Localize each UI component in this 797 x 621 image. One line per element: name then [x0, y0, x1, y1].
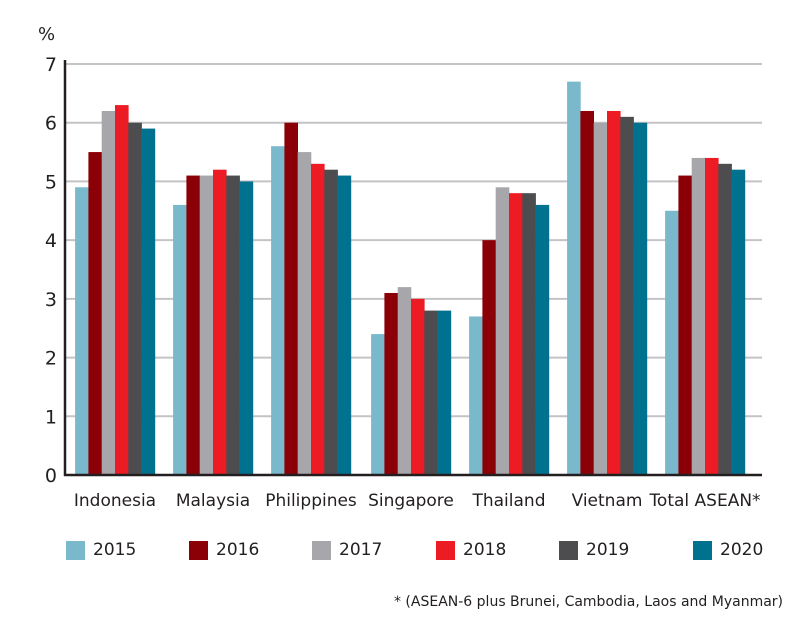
bar-2018-vietnam: [607, 110, 621, 475]
legend-label: 2015: [93, 540, 137, 560]
bar-2019-malaysia: [226, 175, 240, 476]
bar-2015-total-asean: [665, 210, 679, 476]
bar-2019-indonesia: [128, 122, 142, 475]
bar-2015-thailand: [469, 316, 483, 475]
bar-2017-malaysia: [199, 175, 214, 476]
bar-2017-total-asean: [691, 157, 706, 475]
bar-2016-vietnam: [580, 110, 594, 475]
footnote: * (ASEAN-6 plus Brunei, Cambodia, Laos a…: [393, 594, 783, 610]
y-axis-unit-label: %: [38, 24, 55, 45]
bar-2020-singapore: [437, 310, 452, 475]
y-tick-label: 0: [45, 465, 57, 487]
legend-label: 2018: [463, 540, 507, 560]
bars: [75, 81, 746, 476]
bar-2019-philippines: [324, 169, 338, 475]
y-tick-label: 2: [45, 348, 57, 370]
legend-item-2016: 2016: [189, 540, 259, 560]
legend-item-2019: 2019: [559, 540, 629, 560]
bar-2020-vietnam: [633, 122, 648, 475]
x-category-label: Philippines: [265, 491, 357, 511]
legend-swatch: [312, 540, 331, 560]
bar-2018-singapore: [411, 298, 425, 475]
bar-2015-indonesia: [75, 187, 89, 476]
bar-2015-singapore: [371, 334, 385, 475]
bar-2016-philippines: [284, 122, 298, 475]
bar-2020-philippines: [337, 175, 352, 476]
y-tick-label: 3: [45, 289, 57, 311]
bar-2015-malaysia: [173, 204, 187, 475]
bar-2017-indonesia: [101, 110, 116, 475]
bar-2016-singapore: [384, 292, 398, 475]
bar-2017-thailand: [495, 187, 510, 476]
legend-label: 2020: [720, 540, 764, 560]
bar-2019-singapore: [424, 310, 438, 475]
bar-2019-total-asean: [718, 163, 732, 476]
legend-swatch: [693, 540, 712, 560]
y-tick-label: 7: [45, 54, 57, 76]
bar-2016-indonesia: [88, 152, 102, 476]
bar-2017-philippines: [297, 152, 312, 476]
legend-swatch: [189, 540, 208, 560]
bar-2020-total-asean: [731, 169, 746, 475]
legend-label: 2016: [216, 540, 260, 560]
bar-2018-indonesia: [115, 105, 129, 475]
legend-item-2020: 2020: [693, 540, 763, 560]
y-tick-label: 1: [45, 406, 57, 428]
bar-2017-vietnam: [593, 122, 608, 475]
x-category-label: Malaysia: [176, 491, 250, 511]
legend-label: 2019: [586, 540, 630, 560]
bar-2015-vietnam: [567, 81, 581, 475]
bar-2016-thailand: [482, 240, 496, 475]
bar-2018-thailand: [509, 193, 523, 475]
legend-swatch: [559, 540, 578, 560]
legend-label: 2017: [339, 540, 383, 560]
bar-2015-philippines: [271, 146, 285, 475]
x-category-label: Total ASEAN*: [648, 491, 760, 511]
y-tick-label: 4: [45, 230, 57, 252]
x-category-label: Indonesia: [74, 491, 156, 511]
x-category-label: Thailand: [471, 491, 545, 511]
legend-item-2017: 2017: [312, 540, 382, 560]
bar-2018-malaysia: [213, 169, 227, 475]
x-category-label: Singapore: [368, 491, 454, 511]
bar-2016-total-asean: [678, 175, 692, 476]
x-axis-category-labels: Indonesia Malaysia Philippines Singapore Tha…: [74, 491, 761, 511]
bar-2020-malaysia: [239, 181, 254, 475]
bar-2017-singapore: [397, 287, 412, 475]
bar-2019-thailand: [522, 193, 536, 475]
bar-2018-total-asean: [705, 157, 719, 475]
x-category-label: Vietnam: [572, 491, 643, 511]
bar-2016-malaysia: [186, 175, 200, 476]
legend-swatch: [436, 540, 455, 560]
y-tick-label: 5: [45, 171, 57, 193]
legend-swatch: [66, 540, 85, 560]
bar-2018-philippines: [311, 163, 325, 476]
bar-2019-vietnam: [620, 116, 634, 475]
y-tick-label: 6: [45, 113, 57, 135]
bar-2020-thailand: [535, 204, 550, 475]
legend: 2015 2016 2017 2018 2019 2020: [66, 540, 776, 566]
legend-item-2018: 2018: [436, 540, 506, 560]
bar-2020-indonesia: [141, 128, 156, 476]
legend-item-2015: 2015: [66, 540, 136, 560]
y-axis-ticks: 0 1 2 3 4 5 6 7: [45, 54, 57, 487]
